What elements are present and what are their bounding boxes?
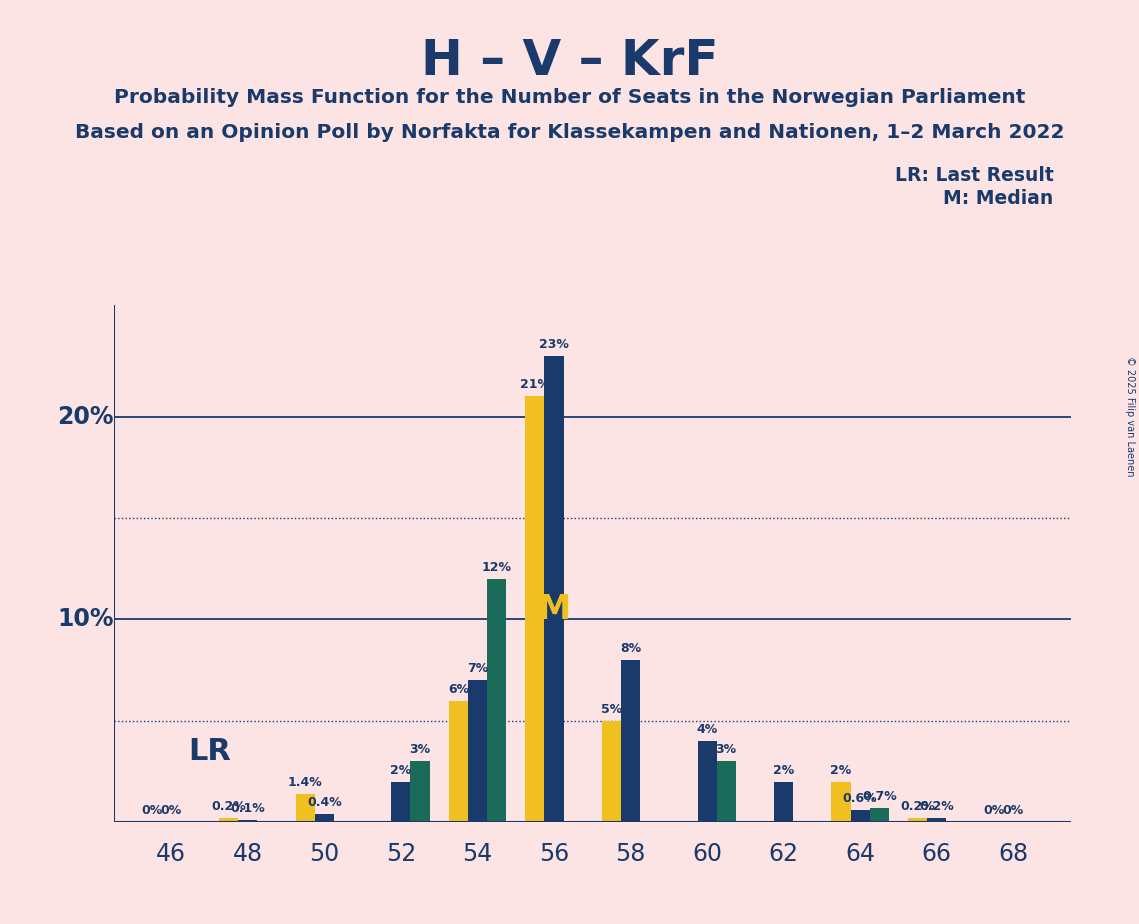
Bar <box>525 396 544 822</box>
Text: 1.4%: 1.4% <box>288 776 322 789</box>
Text: Based on an Opinion Poll by Norfakta for Klassekampen and Nationen, 1–2 March 20: Based on an Opinion Poll by Norfakta for… <box>75 123 1064 142</box>
Text: 0.7%: 0.7% <box>862 790 896 803</box>
Text: 0.2%: 0.2% <box>919 800 954 813</box>
Bar <box>238 821 257 822</box>
Text: 0.2%: 0.2% <box>900 800 935 813</box>
Bar <box>870 808 888 822</box>
Text: 6%: 6% <box>448 683 469 696</box>
Text: 12%: 12% <box>482 561 511 574</box>
Bar <box>449 700 468 822</box>
Text: 3%: 3% <box>410 744 431 757</box>
Text: © 2025 Filip van Laenen: © 2025 Filip van Laenen <box>1125 356 1134 476</box>
Bar <box>621 660 640 822</box>
Text: M: Median: M: Median <box>943 189 1054 209</box>
Bar <box>392 782 410 822</box>
Bar <box>544 356 564 822</box>
Bar <box>908 819 927 822</box>
Text: 5%: 5% <box>600 703 622 716</box>
Bar <box>296 794 314 822</box>
Text: LR: Last Result: LR: Last Result <box>895 166 1054 186</box>
Text: 21%: 21% <box>519 378 550 391</box>
Bar <box>831 782 851 822</box>
Bar <box>851 810 870 822</box>
Text: 2%: 2% <box>391 764 411 777</box>
Bar <box>487 578 506 822</box>
Text: 3%: 3% <box>715 744 737 757</box>
Text: 0%: 0% <box>1002 804 1024 818</box>
Text: 2%: 2% <box>830 764 852 777</box>
Text: H – V – KrF: H – V – KrF <box>420 37 719 85</box>
Text: 0%: 0% <box>161 804 182 818</box>
Bar <box>468 680 487 822</box>
Text: 0.4%: 0.4% <box>308 796 342 809</box>
Text: 0%: 0% <box>141 804 163 818</box>
Bar <box>716 761 736 822</box>
Text: 4%: 4% <box>696 723 718 736</box>
Text: 0%: 0% <box>983 804 1005 818</box>
Bar <box>601 721 621 822</box>
Text: 7%: 7% <box>467 663 489 675</box>
Text: 0.2%: 0.2% <box>212 800 246 813</box>
Bar <box>314 814 334 822</box>
Text: 23%: 23% <box>539 337 570 350</box>
Text: M: M <box>538 593 571 626</box>
Bar <box>927 819 947 822</box>
Bar <box>775 782 793 822</box>
Bar <box>410 761 429 822</box>
Text: 0.6%: 0.6% <box>843 792 877 805</box>
Text: LR: LR <box>188 736 231 766</box>
Text: 20%: 20% <box>57 405 114 429</box>
Text: 8%: 8% <box>620 642 641 655</box>
Bar <box>697 741 716 822</box>
Text: 10%: 10% <box>57 607 114 631</box>
Bar <box>219 819 238 822</box>
Text: 2%: 2% <box>773 764 794 777</box>
Text: Probability Mass Function for the Number of Seats in the Norwegian Parliament: Probability Mass Function for the Number… <box>114 88 1025 107</box>
Text: 0.1%: 0.1% <box>230 802 265 815</box>
